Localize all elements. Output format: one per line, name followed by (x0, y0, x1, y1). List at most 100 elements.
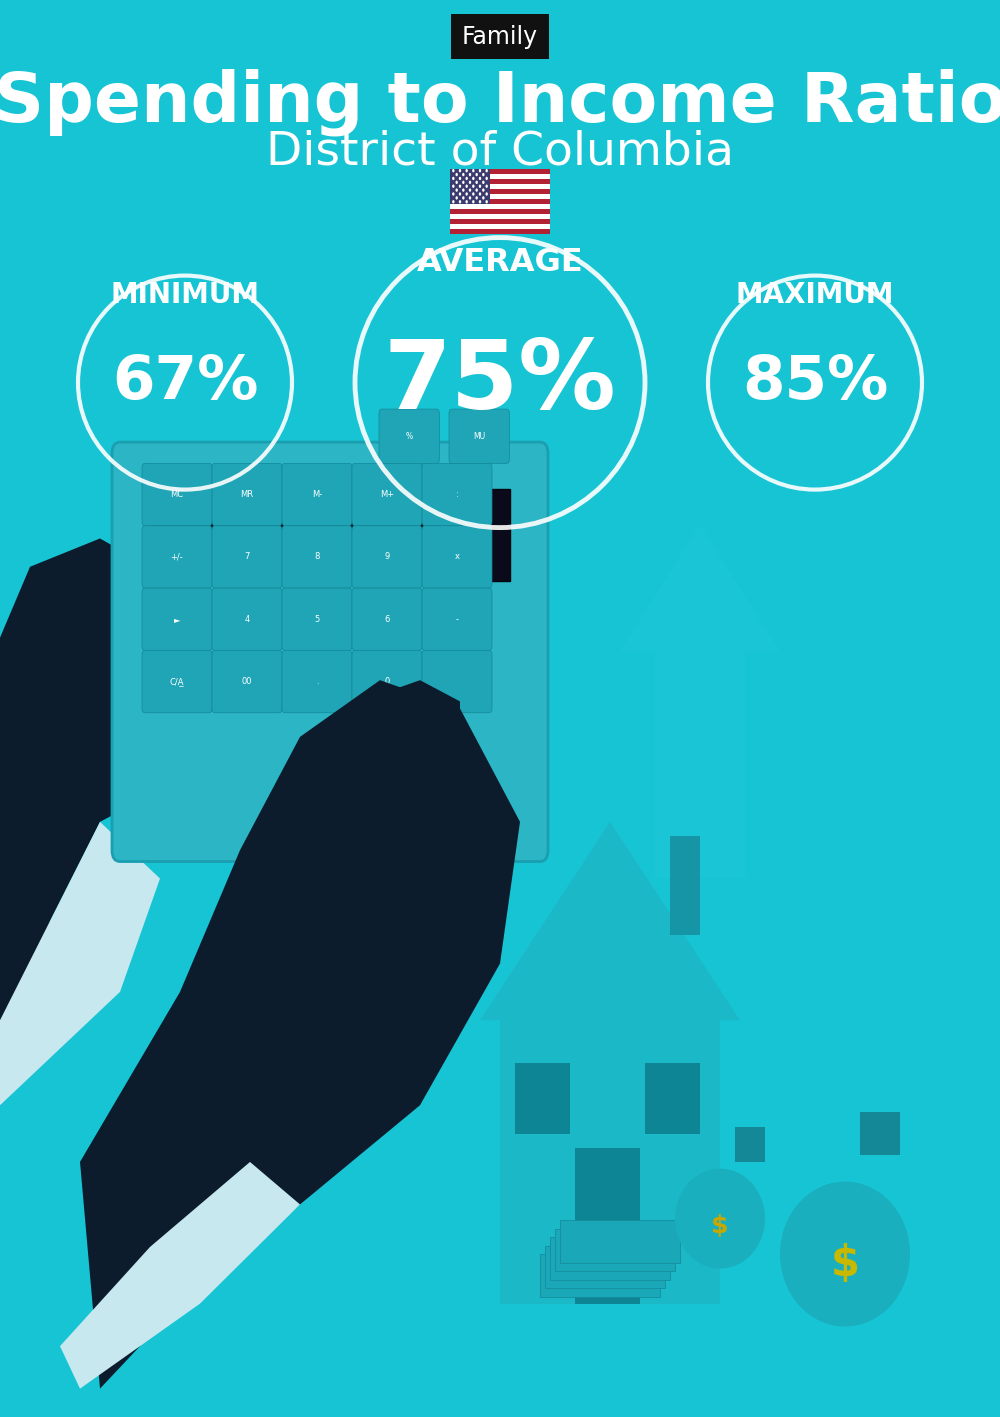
Text: .: . (316, 677, 318, 686)
Bar (550, 1237, 670, 1280)
Circle shape (452, 184, 455, 188)
Circle shape (465, 200, 468, 204)
Bar (575, 1148, 640, 1304)
Circle shape (472, 184, 475, 188)
Bar (540, 1254, 660, 1297)
Circle shape (452, 169, 455, 173)
Text: MAXIMUM: MAXIMUM (736, 281, 894, 309)
FancyBboxPatch shape (142, 526, 212, 588)
Bar (450, 169, 550, 174)
Circle shape (465, 169, 468, 173)
FancyBboxPatch shape (282, 526, 352, 588)
Polygon shape (80, 680, 520, 1389)
FancyBboxPatch shape (422, 650, 492, 713)
Bar (670, 836, 700, 935)
Circle shape (475, 180, 478, 184)
Circle shape (465, 184, 468, 188)
Text: 67%: 67% (112, 353, 258, 412)
Text: $: $ (830, 1243, 860, 1285)
Circle shape (459, 184, 461, 188)
Circle shape (479, 200, 481, 204)
Circle shape (485, 184, 488, 188)
Circle shape (485, 169, 488, 173)
Bar (450, 179, 550, 184)
Bar (450, 188, 550, 194)
FancyBboxPatch shape (449, 410, 509, 463)
Circle shape (472, 200, 475, 204)
Circle shape (482, 196, 485, 200)
Circle shape (455, 173, 458, 176)
Circle shape (482, 188, 485, 191)
Text: AVERAGE: AVERAGE (417, 247, 583, 278)
Circle shape (465, 193, 468, 196)
Circle shape (469, 196, 471, 200)
Polygon shape (60, 1162, 300, 1389)
FancyBboxPatch shape (422, 588, 492, 650)
Text: MU: MU (473, 432, 486, 441)
FancyBboxPatch shape (282, 650, 352, 713)
Text: :: : (456, 490, 458, 499)
Circle shape (482, 173, 485, 176)
Text: 75%: 75% (384, 336, 616, 429)
Bar (735, 1127, 765, 1162)
FancyBboxPatch shape (212, 463, 282, 526)
Circle shape (462, 196, 465, 200)
Circle shape (459, 193, 461, 196)
Circle shape (459, 177, 461, 180)
Text: 6: 6 (384, 615, 390, 623)
Bar (545, 1246, 665, 1288)
Circle shape (485, 177, 488, 180)
FancyBboxPatch shape (142, 650, 212, 713)
Bar (645, 1063, 700, 1134)
Circle shape (482, 180, 485, 184)
Circle shape (472, 169, 475, 173)
Bar (450, 169, 550, 234)
Polygon shape (325, 694, 435, 935)
FancyBboxPatch shape (352, 588, 422, 650)
Circle shape (479, 193, 481, 196)
Text: MR: MR (240, 490, 254, 499)
Text: MINIMUM: MINIMUM (110, 281, 260, 309)
FancyBboxPatch shape (379, 410, 439, 463)
Bar (560, 1220, 680, 1263)
Text: Family: Family (462, 26, 538, 48)
FancyBboxPatch shape (212, 526, 282, 588)
Circle shape (469, 173, 471, 176)
Bar (450, 228, 550, 234)
Circle shape (472, 177, 475, 180)
Text: 00: 00 (242, 677, 252, 686)
Circle shape (485, 200, 488, 204)
Bar (450, 218, 550, 224)
Text: 5: 5 (314, 615, 320, 623)
Circle shape (475, 173, 478, 176)
Text: MC: MC (170, 490, 184, 499)
Circle shape (452, 177, 455, 180)
Text: M-: M- (312, 490, 322, 499)
Bar (555, 1229, 675, 1271)
Text: +/-: +/- (171, 553, 183, 561)
Polygon shape (0, 538, 220, 1105)
Text: District of Columbia: District of Columbia (266, 129, 734, 174)
Circle shape (459, 200, 461, 204)
Bar (515, 1063, 570, 1134)
Circle shape (479, 177, 481, 180)
Polygon shape (480, 822, 740, 1020)
FancyBboxPatch shape (352, 650, 422, 713)
Text: 85%: 85% (742, 353, 888, 412)
Circle shape (485, 193, 488, 196)
Ellipse shape (675, 1169, 765, 1268)
Polygon shape (620, 524, 780, 879)
Circle shape (462, 188, 465, 191)
Text: 7: 7 (244, 553, 250, 561)
Circle shape (462, 180, 465, 184)
FancyBboxPatch shape (352, 463, 422, 526)
Circle shape (455, 188, 458, 191)
FancyBboxPatch shape (112, 442, 548, 862)
Circle shape (475, 196, 478, 200)
Text: $: $ (711, 1214, 729, 1237)
Circle shape (452, 193, 455, 196)
Text: C/A̲: C/A̲ (170, 677, 184, 686)
Circle shape (452, 200, 455, 204)
Circle shape (465, 177, 468, 180)
Circle shape (479, 184, 481, 188)
